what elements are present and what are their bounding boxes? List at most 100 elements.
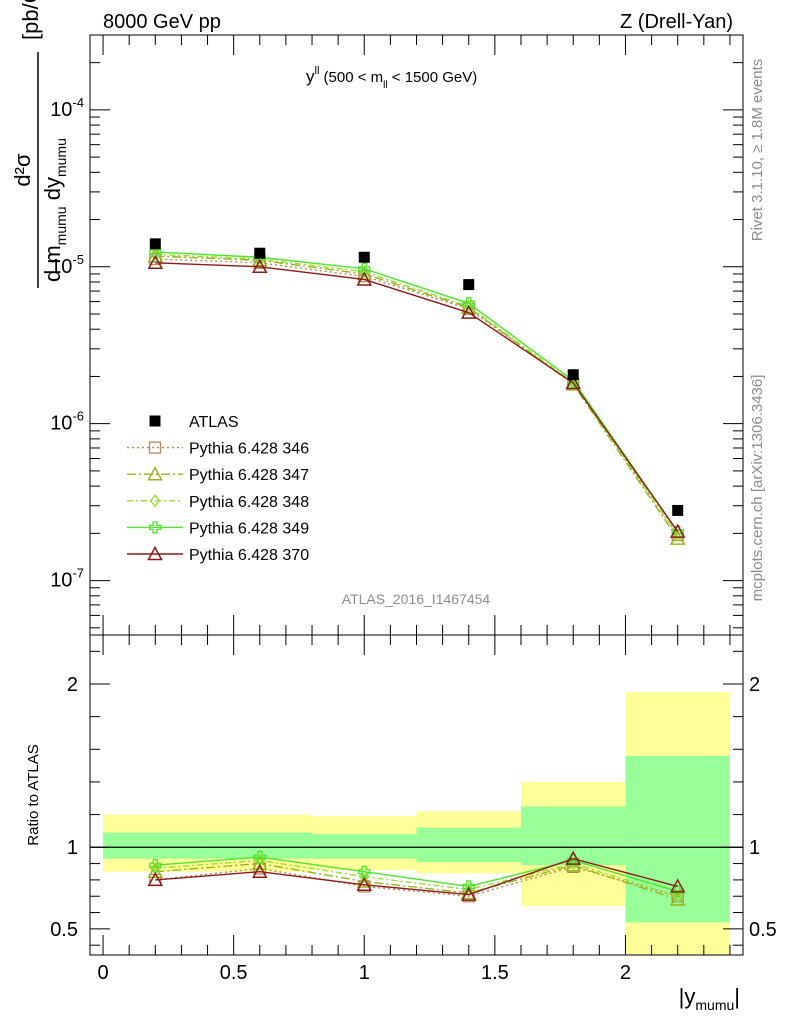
ratio-ytick-label: 0.5 [50, 919, 78, 941]
mc-point [252, 258, 268, 274]
mc-point [149, 245, 162, 259]
ratio-point [672, 889, 684, 903]
header-left: 8000 GeV pp [103, 11, 221, 33]
ratio-ytick-label: 2 [67, 674, 78, 696]
data-point [672, 504, 684, 516]
data-point [358, 251, 370, 263]
ratio-ytick-label: 1 [67, 837, 78, 859]
ratio-xtick-label: 0 [97, 962, 108, 984]
legend-marker [149, 494, 161, 508]
main-ytick-label: 10-7 [50, 566, 84, 592]
ratio-point [358, 865, 371, 878]
legend: ATLAS Pythia 6.428 346 Pythia 6.428 347 Pyt… [127, 414, 309, 564]
ratio-point [567, 854, 580, 867]
ratio-point [149, 859, 162, 872]
ratio-plot-area: 0.5 0.5 1 1 2 2 0 0.5 1 1.5 2 [50, 635, 777, 984]
rivet-credit: Rivet 3.1.10, ≥ 1.8M events [749, 59, 766, 242]
ratio-band-green [625, 755, 730, 923]
mcplots-credit: mcplots.cern.ch [arXiv:1306.3436] [749, 375, 766, 602]
ylabel-unit: [pb/GeV] [18, 0, 43, 40]
legend-label: ATLAS [189, 414, 239, 431]
series-line [155, 262, 679, 533]
mc-point [565, 374, 581, 390]
ratio-xlabel: |ymumu| [679, 984, 740, 1013]
data-point [254, 247, 266, 259]
legend-entry: Pythia 6.428 349 [127, 520, 309, 537]
mc-point [358, 262, 371, 275]
main-plot-area: 10-7 10-6 10-5 10-4 [50, 35, 743, 635]
plot-title-y-sup: ll [315, 65, 320, 77]
legend-label: Pythia 6.428 346 [189, 441, 309, 458]
ratio-xtick-label: 1.5 [481, 962, 509, 984]
plot-title-close: < 1500 GeV) [388, 69, 478, 86]
main-ytick-label: 10-6 [50, 409, 84, 435]
ratio-xtick-label: 0.5 [220, 962, 248, 984]
ratio-band-green [103, 832, 208, 859]
legend-marker [149, 415, 161, 427]
ratio-point [147, 863, 164, 878]
ratio-point [565, 850, 581, 865]
analysis-label: ATLAS_2016_I1467454 [342, 591, 491, 607]
legend-marker [148, 521, 162, 534]
main-ytick-label: 10-4 [50, 95, 84, 121]
series-line [155, 255, 679, 540]
ratio-panel: 0.5 0.5 1 1 2 2 0 0.5 1 1.5 2 Ratio to ATLAS |ymum… [25, 634, 777, 1013]
ratio-series-line [155, 862, 678, 901]
ratio-point [356, 873, 373, 888]
legend-entry: Pythia 6.428 370 [127, 545, 309, 564]
mc-point [356, 271, 373, 286]
legend-marker [147, 545, 163, 561]
ratio-xtick-label: 1 [359, 962, 370, 984]
data-point [567, 369, 579, 381]
ratio-point [669, 891, 686, 906]
legend-entry: Pythia 6.428 347 [127, 466, 309, 484]
ratio-band-green [520, 806, 626, 866]
data-point [149, 238, 161, 250]
plot-title-y: y [306, 67, 315, 86]
ratio-point [460, 884, 477, 900]
data-point [463, 279, 475, 291]
ratio-frame [89, 634, 744, 956]
ratio-ytick-label-right: 0.5 [749, 919, 777, 941]
legend-marker [148, 441, 162, 454]
ratio-series-line [155, 857, 678, 896]
ratio-point [253, 850, 266, 864]
legend-label: Pythia 6.428 347 [189, 467, 309, 484]
mc-point [147, 254, 164, 270]
mc-point [669, 523, 686, 538]
ratio-point [252, 855, 268, 870]
mc-point [460, 304, 477, 319]
legend-marker [147, 466, 163, 481]
ratio-point [358, 870, 370, 884]
ratio-ytick-label-right: 2 [749, 674, 760, 696]
ratio-series-line [155, 856, 678, 892]
legend-entry: ATLAS [149, 414, 239, 431]
mc-point [463, 299, 475, 313]
ratio-point [147, 871, 164, 887]
main-frame [89, 34, 744, 636]
plot-title-open: (500 < m [319, 69, 383, 86]
ylabel-numerator: d²σ [10, 153, 35, 187]
ratio-point [252, 863, 268, 878]
ylabel-denominator: d mmumu dymumu [40, 138, 69, 282]
legend-label: Pythia 6.428 370 [189, 547, 309, 564]
ratio-point [356, 876, 373, 892]
ratio-band-green [416, 827, 521, 862]
legend-entry: Pythia 6.428 346 [127, 441, 309, 458]
ratio-point [460, 886, 477, 901]
legend-label: Pythia 6.428 349 [189, 520, 309, 537]
main-ytick-label: 10-5 [50, 252, 84, 278]
ratio-ylabel: Ratio to ATLAS [25, 744, 42, 845]
ratio-xtick-label: 2 [620, 962, 631, 984]
header-right: Z (Drell-Yan) [620, 11, 733, 33]
plot-title: yll (500 < mll < 1500 GeV) [306, 65, 477, 91]
main-panel: 10-710-610-510-4 yll (500 < mll < 1500 G… [10, 0, 744, 636]
series-line [155, 251, 679, 533]
plot-title-m-sub: ll [383, 80, 387, 91]
ratio-ytick-label-right: 1 [749, 837, 760, 859]
ratio-series-line [155, 859, 678, 897]
mc-point [669, 530, 686, 545]
ratio-point [669, 878, 686, 893]
legend-label: Pythia 6.428 348 [189, 494, 309, 511]
